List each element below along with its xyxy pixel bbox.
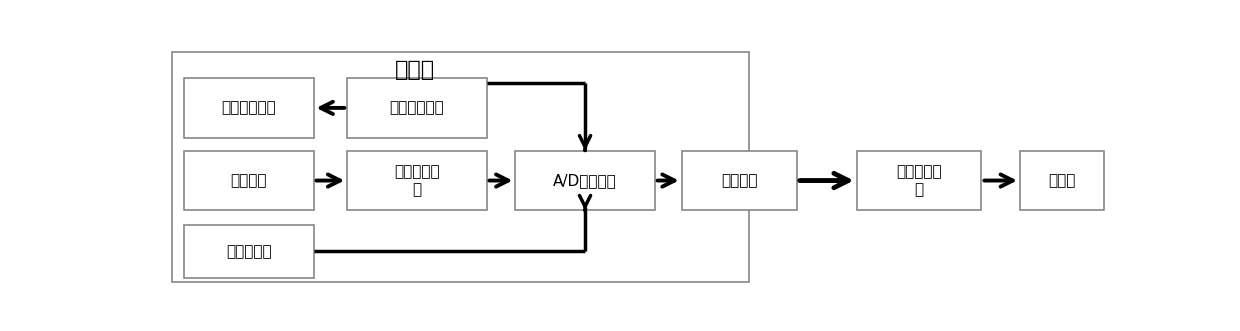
- Text: A/D转换电路: A/D转换电路: [553, 173, 618, 188]
- Text: 测量电路: 测量电路: [231, 173, 267, 188]
- Bar: [184, 224, 314, 278]
- Text: 偏置电压模块: 偏置电压模块: [221, 100, 277, 116]
- Text: 恒温箱: 恒温箱: [394, 60, 434, 80]
- Text: 上位机: 上位机: [1049, 173, 1076, 188]
- Bar: [1019, 151, 1105, 211]
- Bar: [857, 151, 982, 211]
- Text: 控制模块: 控制模块: [720, 173, 758, 188]
- Bar: [184, 78, 314, 138]
- Bar: [347, 151, 486, 211]
- Text: 基准电压模块: 基准电压模块: [389, 100, 444, 116]
- Bar: [682, 151, 797, 211]
- Bar: [347, 78, 486, 138]
- Text: 数据传输模
块: 数据传输模 块: [897, 164, 942, 197]
- Bar: [516, 151, 655, 211]
- Bar: [184, 151, 314, 211]
- Text: 温度传感器: 温度传感器: [226, 244, 272, 259]
- Text: 信号调理电
路: 信号调理电 路: [394, 164, 440, 197]
- Bar: [172, 52, 749, 282]
